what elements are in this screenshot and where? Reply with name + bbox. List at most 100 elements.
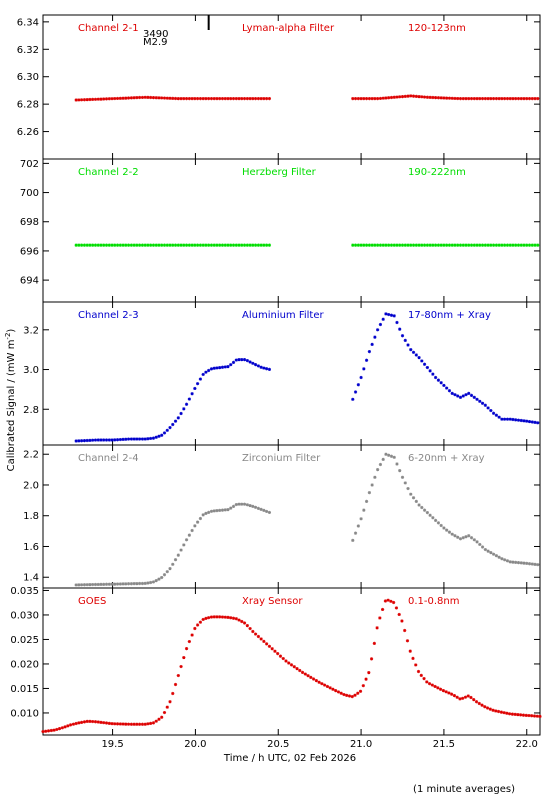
data-point xyxy=(240,357,244,362)
data-point xyxy=(218,243,222,247)
data-point xyxy=(500,97,504,101)
data-point xyxy=(187,533,191,537)
chart-panels: 6.26 6.28 6.30 6.32 6.34 Channel 2-1 Lyman-alp… xyxy=(10,14,542,750)
data-point xyxy=(132,582,136,586)
data-point xyxy=(135,722,139,726)
data-point xyxy=(453,393,457,397)
data-point xyxy=(162,243,167,247)
data-point xyxy=(190,633,194,637)
data-point xyxy=(126,582,131,586)
data-point xyxy=(472,698,476,702)
data-point xyxy=(395,462,399,466)
data-point xyxy=(353,243,358,247)
data-point xyxy=(173,96,178,101)
data-point xyxy=(207,510,211,514)
data-point xyxy=(372,641,376,645)
data-point xyxy=(248,360,252,364)
data-point xyxy=(436,521,440,525)
data-point xyxy=(514,243,518,247)
data-point xyxy=(508,712,512,716)
data-point xyxy=(395,243,399,247)
data-point xyxy=(138,722,142,726)
data-point xyxy=(478,542,482,547)
data-point xyxy=(469,243,474,247)
data-point xyxy=(378,322,383,327)
data-point xyxy=(508,417,512,421)
data-point xyxy=(461,536,465,540)
data-point xyxy=(431,372,435,376)
data-point xyxy=(417,243,421,247)
data-point xyxy=(204,243,208,247)
data-point xyxy=(113,582,117,586)
data-point xyxy=(447,96,452,100)
data-point xyxy=(107,243,111,247)
data-point xyxy=(262,243,266,247)
data-point xyxy=(187,639,191,644)
data-point xyxy=(362,508,366,512)
data-point xyxy=(398,469,402,473)
data-point xyxy=(425,243,429,247)
data-point xyxy=(420,505,424,510)
data-point xyxy=(231,360,236,364)
data-point xyxy=(447,243,452,247)
data-point xyxy=(251,243,255,247)
data-point xyxy=(168,243,172,247)
data-point xyxy=(422,95,427,99)
x-tick-label: 21.0 xyxy=(350,739,372,750)
data-point xyxy=(215,615,219,619)
data-point xyxy=(129,96,133,100)
data-point xyxy=(414,663,418,667)
data-point xyxy=(171,243,175,247)
data-point xyxy=(254,97,258,101)
data-point xyxy=(162,96,167,100)
data-point xyxy=(234,243,238,247)
data-point xyxy=(436,686,440,690)
data-point xyxy=(486,406,490,410)
data-point xyxy=(118,582,122,586)
data-point xyxy=(237,618,241,622)
data-point xyxy=(71,722,75,726)
data-point xyxy=(428,95,432,99)
data-point xyxy=(369,657,374,661)
data-point xyxy=(171,691,175,696)
data-point xyxy=(367,97,371,101)
data-point xyxy=(160,715,164,719)
data-point xyxy=(447,530,452,534)
data-point xyxy=(436,378,440,382)
data-point xyxy=(461,696,465,700)
data-point xyxy=(140,243,144,247)
data-point xyxy=(422,362,427,366)
panel-filter-text: Zirconium Filter xyxy=(242,453,321,464)
data-point xyxy=(414,94,418,98)
data-point xyxy=(356,383,360,387)
data-point xyxy=(392,455,396,459)
data-point xyxy=(190,97,194,101)
data-point xyxy=(475,243,479,247)
data-point xyxy=(376,328,380,332)
data-point xyxy=(461,394,465,398)
data-point xyxy=(492,552,496,556)
x-tick-label: 21.5 xyxy=(433,739,455,750)
data-point xyxy=(231,616,236,620)
data-point xyxy=(389,599,393,603)
data-point xyxy=(502,711,506,715)
data-point xyxy=(223,508,227,512)
data-point xyxy=(453,534,457,538)
data-point xyxy=(209,509,214,513)
data-point xyxy=(121,437,125,442)
data-point xyxy=(256,97,260,101)
series-markers xyxy=(74,312,540,443)
data-point xyxy=(381,96,385,100)
data-point xyxy=(511,560,515,564)
data-point xyxy=(265,509,269,514)
y-tick-label: 6.28 xyxy=(17,100,39,111)
data-point xyxy=(102,721,106,725)
data-point xyxy=(536,97,540,101)
data-point xyxy=(431,516,435,520)
data-point xyxy=(215,97,219,101)
data-point xyxy=(452,694,457,698)
data-point xyxy=(204,511,208,515)
data-point xyxy=(226,365,230,369)
data-point xyxy=(220,615,225,619)
data-point xyxy=(411,243,416,247)
